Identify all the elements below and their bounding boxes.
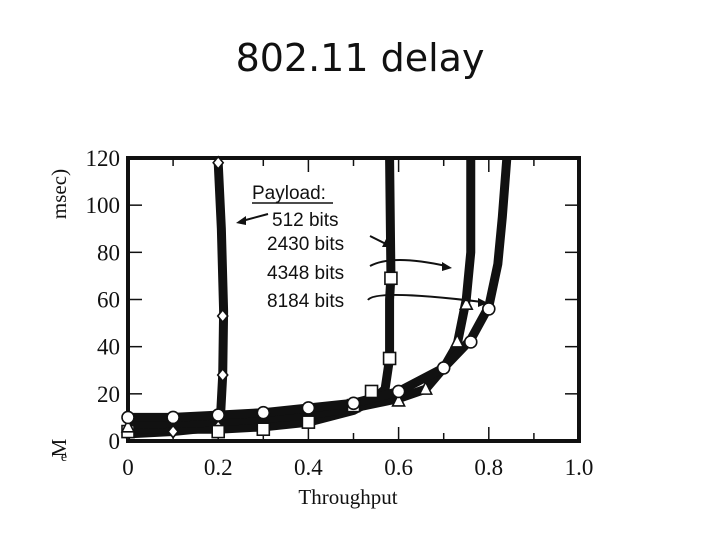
- square-marker: [211, 424, 225, 439]
- circle-marker: [346, 396, 361, 411]
- series-markers: [120, 155, 496, 442]
- x-axis-title: Throughput: [298, 485, 397, 509]
- diamond-marker: [216, 367, 229, 383]
- diamond-marker: [167, 424, 180, 439]
- legend-entry-2430: 2430 bits: [267, 234, 344, 255]
- legend-title: Payload:: [252, 183, 326, 204]
- circle-marker: [463, 335, 478, 349]
- legend-arrow-head-8184: [478, 298, 488, 307]
- y-tick-label: 20: [97, 382, 120, 407]
- circle-marker: [481, 302, 496, 316]
- circle-marker: [436, 361, 451, 375]
- triangle-marker: [458, 295, 474, 311]
- x-tick-label: 0: [122, 455, 134, 480]
- y-tick-label: 100: [86, 193, 121, 218]
- legend: Payload: 512 bits 2430 bits 4348 bits 81…: [236, 183, 488, 312]
- y-tick-label: 120: [86, 146, 121, 171]
- y-tick-label: 0: [109, 429, 121, 454]
- y-tick-label: 80: [97, 240, 120, 265]
- square-marker: [382, 351, 397, 366]
- legend-arrow-head-512: [236, 216, 246, 225]
- triangle-marker: [391, 392, 406, 407]
- diamond-marker: [216, 308, 229, 324]
- legend-arrow-head-4348: [442, 262, 452, 271]
- triangle-marker: [449, 333, 465, 348]
- y-axis-title: msec): [47, 169, 71, 219]
- circle-marker: [211, 408, 225, 422]
- triangle-marker: [418, 380, 433, 395]
- legend-entry-4348: 4348 bits: [267, 263, 344, 284]
- legend-entry-512: 512 bits: [272, 210, 339, 231]
- legend-arrow-512: [241, 213, 269, 222]
- x-tick-label: 0.6: [384, 455, 413, 480]
- square-marker: [384, 271, 398, 286]
- square-marker: [364, 384, 379, 399]
- legend-arrow-8184: [367, 293, 483, 303]
- legend-arrow-head-2430: [382, 239, 392, 247]
- triangle-marker: [120, 418, 136, 433]
- circle-marker: [256, 405, 271, 420]
- x-tick-label: 0.2: [204, 455, 233, 480]
- slide-title: 802.11 delay: [235, 36, 485, 80]
- legend-arrow-4348: [369, 259, 447, 267]
- axis-tick-labels: 0 0.2 0.4 0.6 0.8 1.0 0 20 40 60 80 100 120: [86, 146, 594, 480]
- y-axis-title-fragment-m: M: [47, 438, 71, 457]
- y-axis-title-fragment-e: e: [61, 450, 67, 465]
- x-tick-label: 0.8: [474, 455, 503, 480]
- y-tick-label: 60: [97, 288, 120, 313]
- diamond-marker: [212, 155, 225, 170]
- circle-marker: [166, 410, 180, 425]
- series-line-diamond: [128, 158, 229, 439]
- square-marker: [256, 422, 271, 437]
- square-marker: [301, 415, 316, 429]
- circle-marker: [121, 410, 135, 425]
- legend-entry-8184: 8184 bits: [267, 291, 344, 312]
- circle-marker: [391, 384, 406, 399]
- x-tick-label: 0.4: [294, 455, 323, 480]
- circle-marker: [301, 401, 316, 415]
- y-tick-label: 40: [97, 335, 120, 360]
- x-tick-label: 1.0: [565, 455, 594, 480]
